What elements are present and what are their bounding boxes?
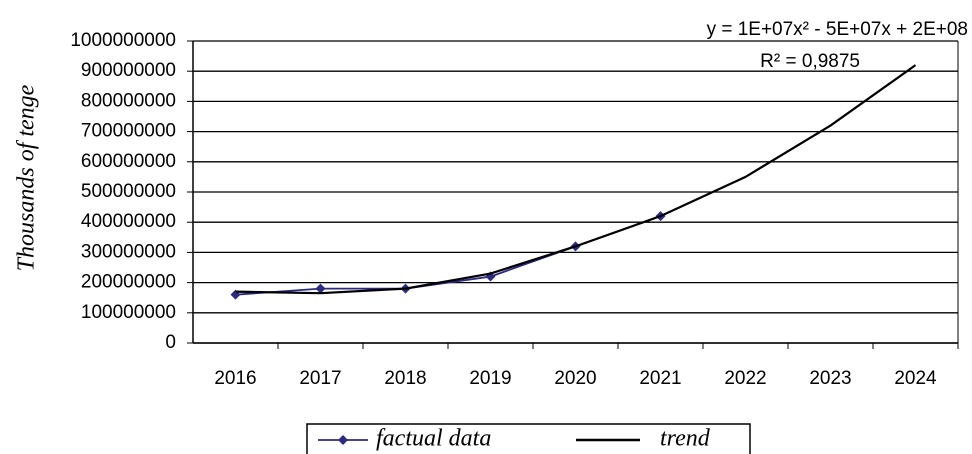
data-point	[315, 283, 326, 294]
y-tick-label: 1000000000	[70, 30, 176, 51]
x-tick-label: 2024	[894, 368, 937, 389]
y-tick-label: 700000000	[81, 121, 176, 142]
legend-box	[306, 423, 751, 454]
x-tick-label: 2023	[809, 368, 851, 389]
legend-label: trend	[660, 426, 711, 452]
x-tick-label: 2019	[469, 368, 511, 389]
y-tick-label: 100000000	[81, 302, 176, 323]
x-tick-label: 2017	[299, 368, 341, 389]
y-tick-label: 800000000	[81, 90, 176, 111]
r-squared: R² = 0,9875	[760, 51, 860, 72]
y-tick-label: 400000000	[81, 211, 176, 232]
legend-marker	[338, 435, 348, 445]
x-tick-label: 2016	[214, 368, 256, 389]
x-tick-label: 2020	[554, 368, 596, 389]
y-tick-label: 300000000	[81, 241, 176, 262]
trend-equation: y = 1E+07x² - 5E+07x + 2E+08	[707, 19, 968, 40]
y-tick-label: 0	[165, 332, 176, 353]
legend-label: factual data	[376, 426, 491, 452]
y-tick-label: 600000000	[81, 151, 176, 172]
y-tick-label: 200000000	[81, 272, 176, 293]
y-tick-label: 900000000	[81, 60, 176, 81]
x-tick-label: 2021	[639, 368, 681, 389]
series-line	[235, 64, 917, 295]
x-tick-label: 2022	[724, 368, 766, 389]
x-tick-label: 2018	[384, 368, 426, 389]
y-tick-label: 500000000	[81, 181, 176, 202]
y-axis-label: Thousands of tenge	[14, 84, 40, 271]
